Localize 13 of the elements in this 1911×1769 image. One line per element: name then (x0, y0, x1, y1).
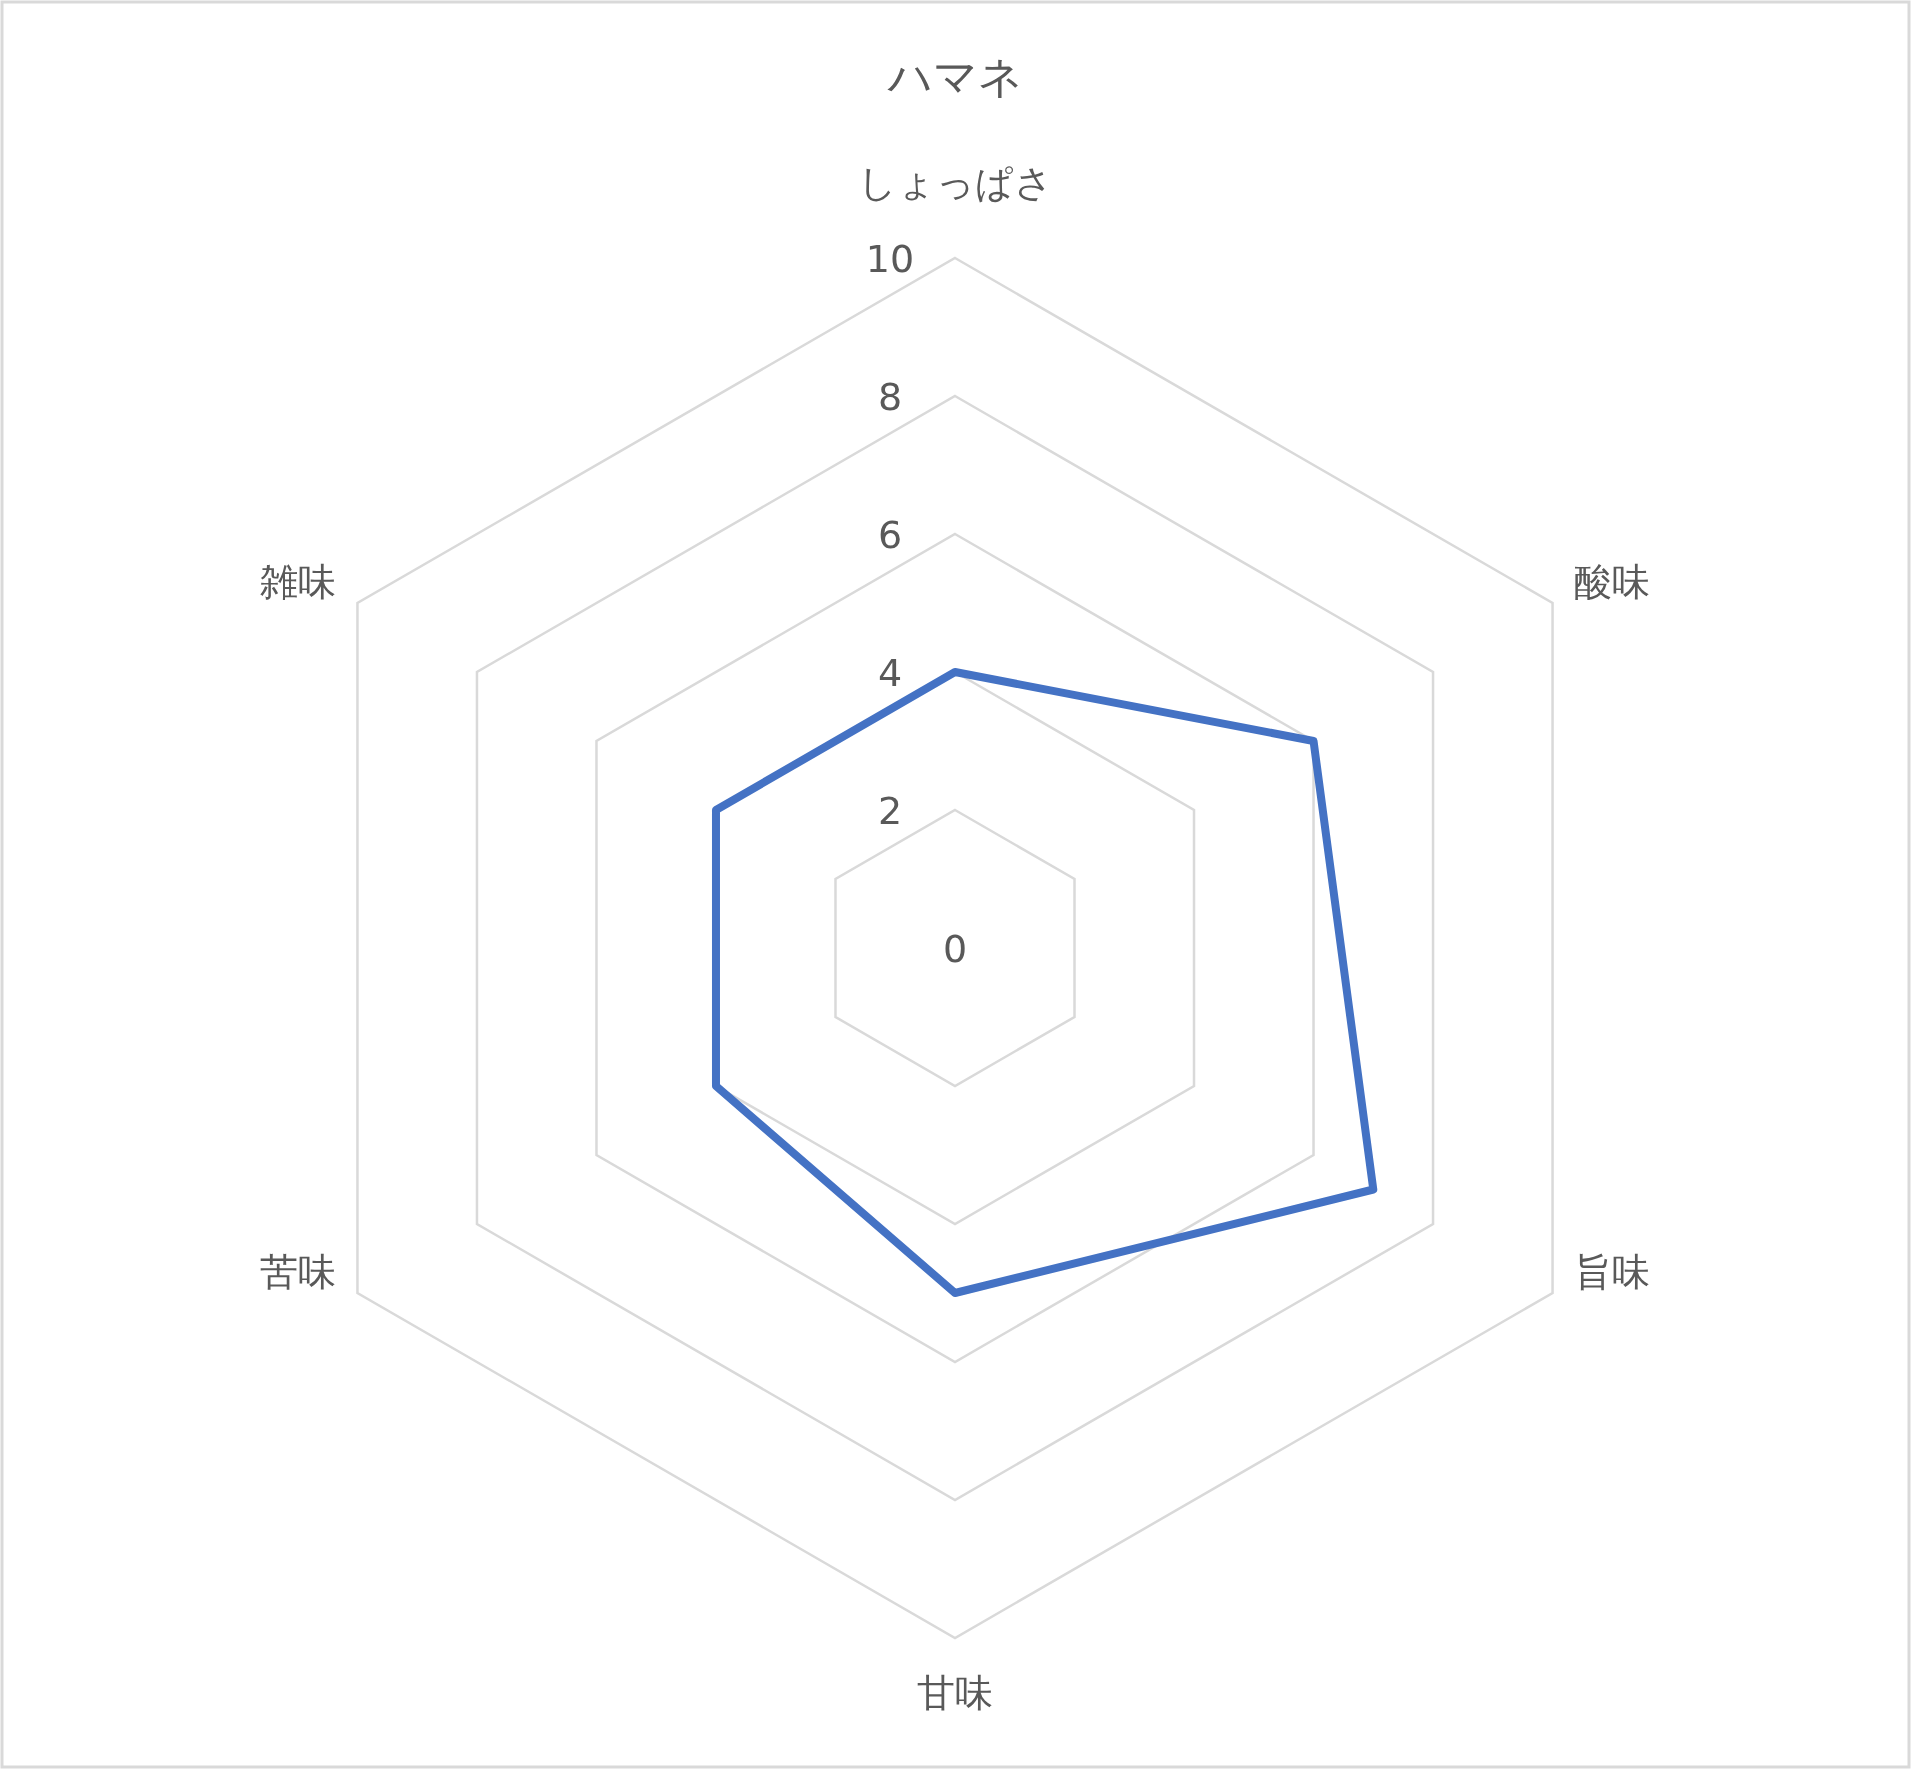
y-tick-label: 10 (865, 237, 915, 281)
y-tick-label: 2 (877, 789, 903, 833)
spoke-label: しょっぱさ (857, 161, 1053, 205)
y-tick-label: 0 (942, 927, 968, 971)
y-tick-label: 6 (877, 513, 903, 557)
spoke-label: 酸味 (1574, 560, 1651, 604)
spoke-label: 苦味 (259, 1250, 336, 1294)
chart-title: ハマネ (886, 51, 1023, 102)
spoke-label: 旨味 (1574, 1250, 1651, 1294)
spoke-label: 甘味 (917, 1671, 993, 1715)
y-tick-label: 8 (877, 375, 903, 419)
spoke-label: 雑味 (259, 560, 336, 604)
y-tick-label: 4 (877, 651, 903, 695)
